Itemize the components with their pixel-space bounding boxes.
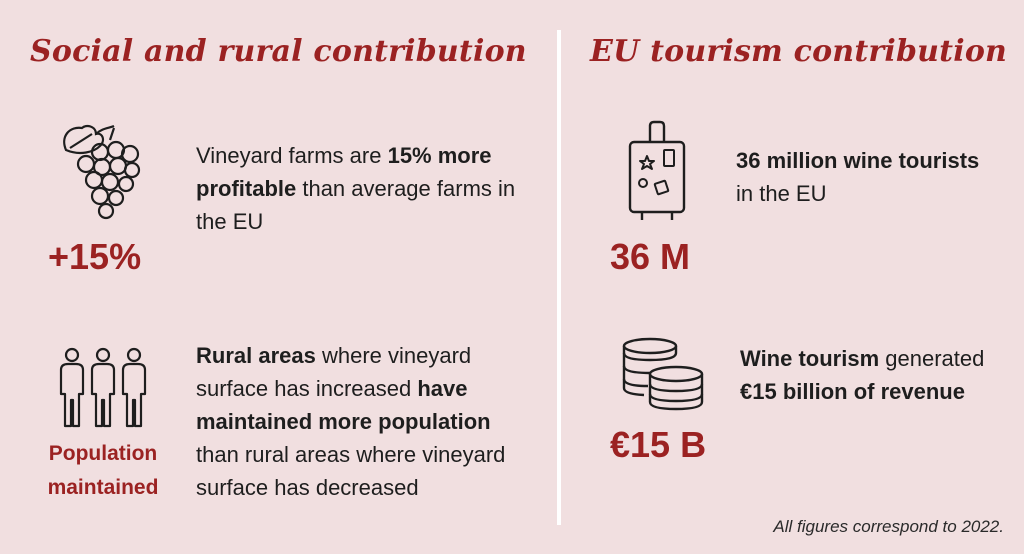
profitability-description: Vineyard farms are 15% more profitable t… — [196, 143, 516, 234]
population-description: Rural areas where vineyard surface has i… — [196, 343, 506, 500]
wine-tourists-value: 36 M — [610, 236, 691, 277]
section-title-eu-tourism: EU tourism contribution — [590, 34, 1008, 69]
revenue-value: €15 B — [610, 424, 707, 465]
social-rural-section: Social and rural contribution +15% — [30, 34, 527, 500]
revenue-description: Wine tourism generated €15 billion of re… — [740, 346, 985, 404]
population-caption: Population maintained — [47, 442, 159, 499]
column-divider — [557, 30, 561, 525]
suitcase-icon — [626, 120, 688, 222]
section-title-social-rural: Social and rural contribution — [30, 34, 527, 69]
coins-icon — [620, 336, 706, 412]
wine-tourists-description: 36 million wine tourists in the EU — [736, 148, 980, 206]
people-icon — [56, 346, 150, 428]
eu-tourism-section: EU tourism contribution 36 M 36 million … — [562, 0, 1024, 554]
profitability-value: +15% — [48, 236, 142, 277]
grapes-icon — [56, 122, 142, 224]
footnote: All figures correspond to 2022. — [773, 517, 1004, 536]
